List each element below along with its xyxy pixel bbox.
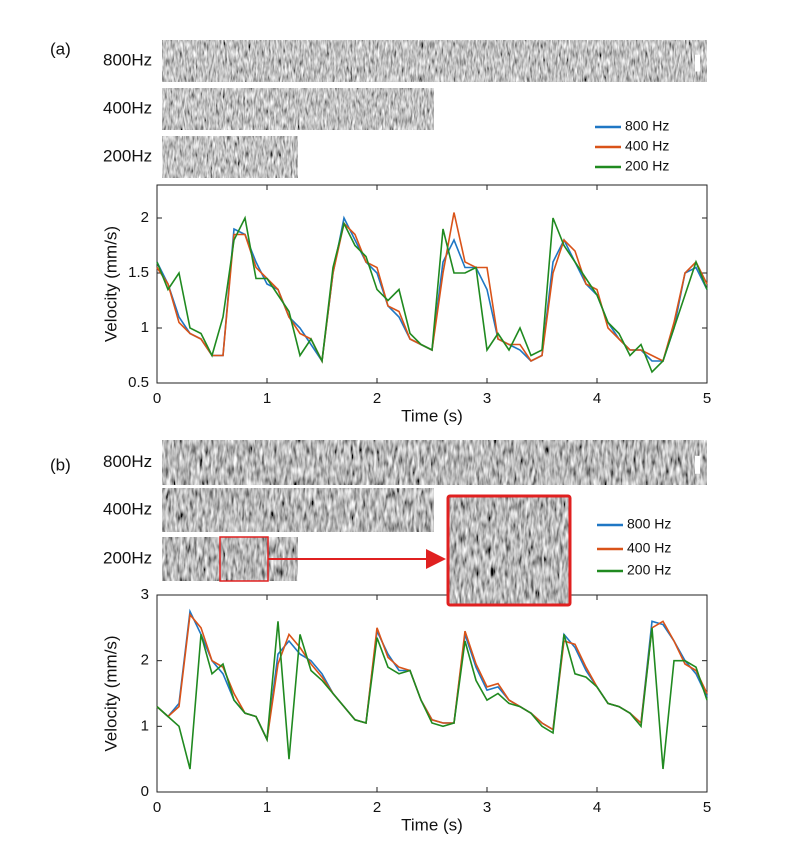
zoom-frame: [446, 494, 572, 607]
kymograph: [162, 40, 707, 82]
x-tick-label: 2: [373, 799, 381, 816]
y-tick-label: 3: [141, 586, 149, 603]
legend-label: 400 Hz: [625, 138, 669, 154]
y-tick-label: 1.5: [128, 264, 149, 281]
legend-label: 200 Hz: [627, 562, 671, 578]
zoom-image: [449, 497, 569, 604]
panel-label: (b): [50, 455, 71, 474]
x-tick-label: 0: [153, 390, 161, 407]
x-tick-label: 4: [593, 799, 601, 816]
kymograph: [162, 136, 298, 178]
kymograph-label: 800Hz: [103, 452, 152, 471]
legend-label: 200 Hz: [625, 158, 669, 174]
series-line: [156, 215, 708, 374]
panels: (a) 800Hz 400Hz 200Hz 0 1 2 3 4 5 0.5 1 1.5 2 Time (s)…: [50, 39, 711, 834]
axes-box: [156, 184, 708, 384]
x-tick-label: 3: [483, 390, 491, 407]
legend-label: 800 Hz: [625, 118, 669, 134]
x-tick-label: 5: [703, 799, 711, 816]
kymograph: [162, 488, 434, 532]
legend-label: 400 Hz: [627, 540, 671, 556]
kymograph-label: 200Hz: [103, 548, 152, 567]
y-tick-label: 0: [141, 783, 149, 800]
x-tick-label: 1: [263, 799, 271, 816]
x-tick-label: 5: [703, 390, 711, 407]
y-tick-label: 2: [141, 209, 149, 226]
x-tick-label: 3: [483, 799, 491, 816]
series-line: [156, 215, 708, 364]
y-tick-label: 1: [141, 319, 149, 336]
panel-label: (a): [50, 39, 71, 58]
kymograph-label: 400Hz: [103, 98, 152, 117]
series-line: [156, 621, 708, 770]
legend-label: 800 Hz: [627, 516, 671, 532]
axes-box: [156, 594, 708, 793]
x-axis-label: Time (s): [401, 406, 463, 425]
x-tick-label: 1: [263, 390, 271, 407]
y-tick-label: 2: [141, 652, 149, 669]
y-axis-label: Velocity (mm/s): [101, 226, 120, 342]
scale-bar: [695, 455, 700, 474]
kymograph-label: 400Hz: [103, 499, 152, 518]
series-line: [156, 212, 708, 364]
kymograph: [162, 440, 707, 485]
kymograph-label: 800Hz: [103, 50, 152, 69]
y-axis-label: Velocity (mm/s): [101, 635, 120, 751]
x-tick-label: 2: [373, 390, 381, 407]
x-axis-label: Time (s): [401, 815, 463, 834]
kymograph: [162, 88, 434, 130]
kymograph-label: 200Hz: [103, 146, 152, 165]
x-tick-label: 0: [153, 799, 161, 816]
x-tick-label: 4: [593, 390, 601, 407]
y-tick-label: 0.5: [128, 374, 149, 391]
scale-bar: [695, 54, 700, 72]
y-tick-label: 1: [141, 717, 149, 734]
series-line: [156, 612, 708, 743]
